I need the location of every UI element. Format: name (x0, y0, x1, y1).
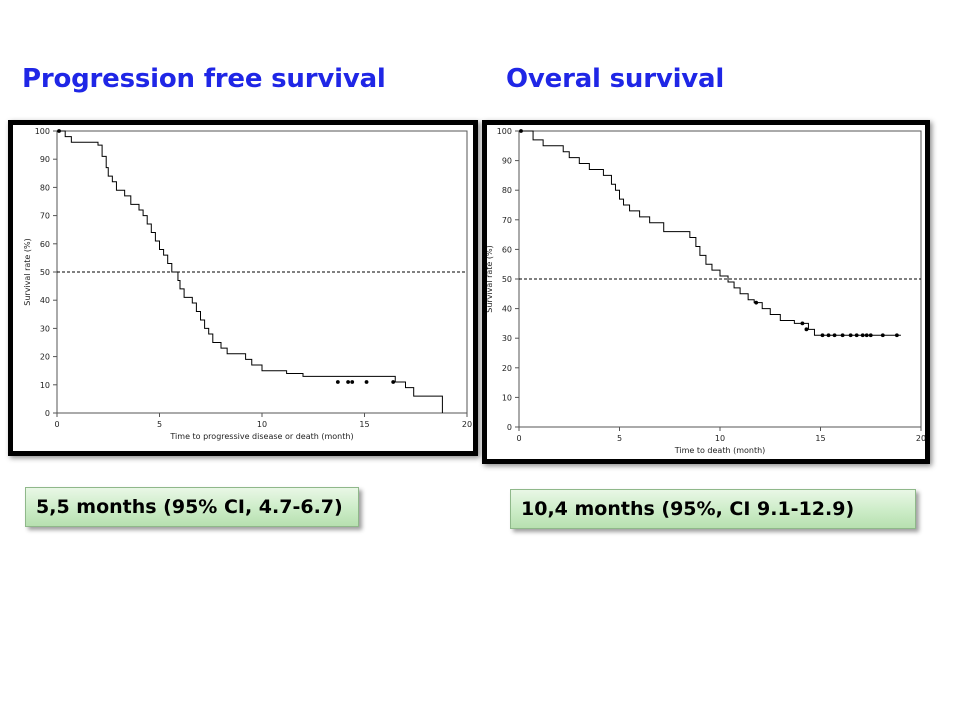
x-tick-label: 5 (157, 420, 162, 429)
y-tick-label: 30 (40, 324, 50, 333)
censored-mark (880, 333, 885, 338)
y-tick-label: 10 (502, 393, 512, 402)
censored-mark (754, 300, 759, 305)
y-tick-label: 80 (40, 183, 50, 192)
censored-mark (854, 333, 859, 338)
y-tick-label: 10 (40, 381, 50, 390)
censored-mark (57, 129, 61, 133)
y-tick-label: 60 (40, 240, 50, 249)
y-tick-label: 0 (45, 409, 50, 418)
y-tick-label: 70 (502, 216, 512, 225)
censored-mark (840, 333, 845, 338)
pfs-title: Progression free survival (22, 64, 386, 94)
y-tick-label: 20 (502, 364, 512, 373)
censored-mark (519, 129, 523, 133)
y-tick-label: 50 (40, 268, 50, 277)
y-axis-label: Survival rate (%) (487, 245, 494, 312)
x-tick-label: 5 (617, 434, 622, 443)
censored-mark (391, 380, 396, 384)
x-tick-label: 0 (516, 434, 521, 443)
censored-mark (826, 333, 831, 338)
x-tick-label: 10 (715, 434, 725, 443)
x-tick-label: 0 (54, 420, 59, 429)
os-median-box: 10,4 months (95%, CI 9.1-12.9) (510, 489, 916, 529)
censored-mark (848, 333, 853, 338)
censored-mark (804, 327, 809, 332)
x-tick-label: 20 (462, 420, 472, 429)
censored-mark (800, 321, 805, 326)
y-tick-label: 60 (502, 245, 512, 254)
y-tick-label: 100 (35, 127, 50, 136)
censored-mark (864, 333, 869, 338)
survival-curve (519, 130, 901, 336)
os-km-chart: 0 10 20 30 40 50 60 70 80 90 100 0 5 10 15 20 Time to de… (487, 127, 925, 455)
censored-mark (346, 380, 350, 384)
x-tick-label: 15 (359, 420, 369, 429)
y-tick-label: 40 (40, 296, 50, 305)
pfs-median-text: 5,5 months (95% CI, 4.7-6.7) (36, 496, 343, 518)
os-chart-frame: 0 10 20 30 40 50 60 70 80 90 100 0 5 10 15 20 Time to de… (482, 120, 930, 464)
censored-mark (335, 380, 340, 384)
y-tick-label: 0 (507, 423, 512, 432)
y-tick-label: 90 (502, 157, 512, 166)
y-tick-label: 40 (502, 305, 512, 314)
pfs-median-box: 5,5 months (95% CI, 4.7-6.7) (25, 487, 359, 527)
censored-mark (860, 333, 865, 338)
y-tick-label: 70 (40, 212, 50, 221)
y-axis-label: Survival rate (%) (23, 238, 32, 305)
x-tick-label: 20 (916, 434, 925, 443)
censored-mark (350, 380, 355, 384)
x-axis-label: Time to progressive disease or death (mo… (169, 432, 353, 441)
censored-mark (364, 380, 369, 384)
x-tick-label: 15 (815, 434, 825, 443)
censored-mark (894, 333, 899, 338)
pfs-chart-frame: 0 10 20 30 40 50 60 70 80 90 100 0 5 10 15 20 Time to pr… (8, 120, 478, 456)
os-median-text: 10,4 months (95%, CI 9.1-12.9) (521, 498, 855, 520)
os-title: Overal survival (506, 64, 725, 94)
y-tick-label: 50 (502, 275, 512, 284)
censored-mark (820, 333, 825, 338)
survival-curve (57, 130, 443, 413)
censored-mark (832, 333, 837, 338)
x-tick-label: 10 (257, 420, 267, 429)
y-tick-label: 90 (40, 155, 50, 164)
y-tick-label: 20 (40, 353, 50, 362)
censored-mark (868, 333, 873, 338)
x-axis-label: Time to death (month) (674, 446, 766, 455)
pfs-km-chart: 0 10 20 30 40 50 60 70 80 90 100 0 5 10 15 20 Time to pr… (23, 127, 472, 441)
y-tick-label: 100 (497, 127, 512, 136)
y-tick-label: 30 (502, 334, 512, 343)
y-tick-label: 80 (502, 186, 512, 195)
